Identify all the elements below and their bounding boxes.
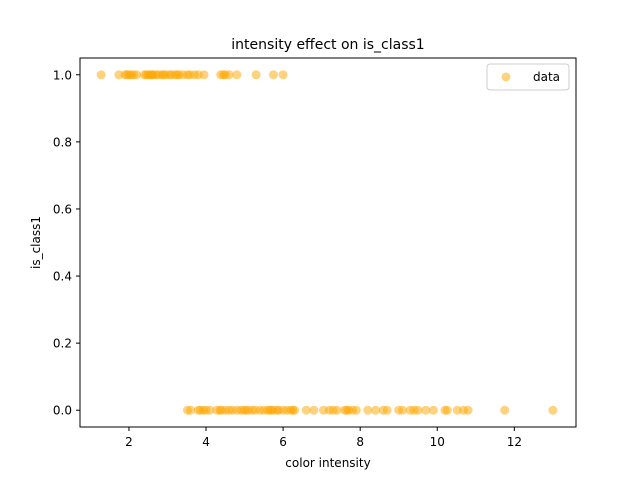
data-point bbox=[452, 405, 462, 415]
data-point bbox=[309, 405, 319, 415]
data-point bbox=[232, 70, 242, 80]
x-tick-label: 12 bbox=[507, 435, 522, 449]
data-point bbox=[332, 405, 342, 415]
data-point bbox=[278, 70, 288, 80]
x-axis: 2 4 6 8 10 12 bbox=[125, 427, 522, 449]
data-point bbox=[301, 405, 311, 415]
y-tick-label: 1.0 bbox=[53, 68, 72, 82]
data-point bbox=[421, 405, 431, 415]
data-point bbox=[363, 405, 373, 415]
data-point bbox=[398, 405, 408, 415]
y-tick-label: 0.4 bbox=[53, 270, 72, 284]
data-point bbox=[548, 405, 558, 415]
data-point bbox=[442, 405, 452, 415]
x-tick-label: 2 bbox=[125, 435, 133, 449]
data-point bbox=[224, 70, 234, 80]
data-point bbox=[199, 70, 209, 80]
points-layer bbox=[96, 70, 558, 415]
y-axis-label: is_class1 bbox=[29, 216, 43, 269]
chart-title: intensity effect on is_class1 bbox=[231, 37, 424, 53]
data-point bbox=[428, 405, 438, 415]
y-tick-label: 0.0 bbox=[53, 404, 72, 418]
y-tick-label: 0.8 bbox=[53, 135, 72, 149]
legend-box bbox=[486, 63, 570, 91]
data-point bbox=[290, 405, 300, 415]
x-tick-label: 6 bbox=[279, 435, 287, 449]
y-tick-label: 0.6 bbox=[53, 202, 72, 216]
legend: data bbox=[486, 63, 570, 91]
y-axis: 0.0 0.2 0.4 0.6 0.8 1.0 bbox=[53, 68, 80, 418]
plot-frame bbox=[79, 57, 577, 428]
legend-marker bbox=[501, 72, 511, 82]
data-point bbox=[132, 70, 142, 80]
data-point bbox=[114, 70, 124, 80]
data-point bbox=[500, 405, 510, 415]
y-tick-label: 0.2 bbox=[53, 337, 72, 351]
data-point bbox=[186, 405, 196, 415]
data-point bbox=[96, 70, 106, 80]
x-tick-label: 10 bbox=[430, 435, 445, 449]
x-tick-label: 8 bbox=[356, 435, 364, 449]
x-tick-label: 4 bbox=[202, 435, 210, 449]
data-point bbox=[371, 405, 381, 415]
data-point bbox=[351, 405, 361, 415]
data-point bbox=[205, 405, 215, 415]
x-axis-label: color intensity bbox=[285, 456, 370, 470]
data-point bbox=[382, 405, 392, 415]
data-point bbox=[463, 405, 473, 415]
legend-entry-data: data bbox=[533, 70, 560, 84]
data-point bbox=[268, 70, 278, 80]
data-point bbox=[251, 70, 261, 80]
data-point bbox=[413, 405, 423, 415]
